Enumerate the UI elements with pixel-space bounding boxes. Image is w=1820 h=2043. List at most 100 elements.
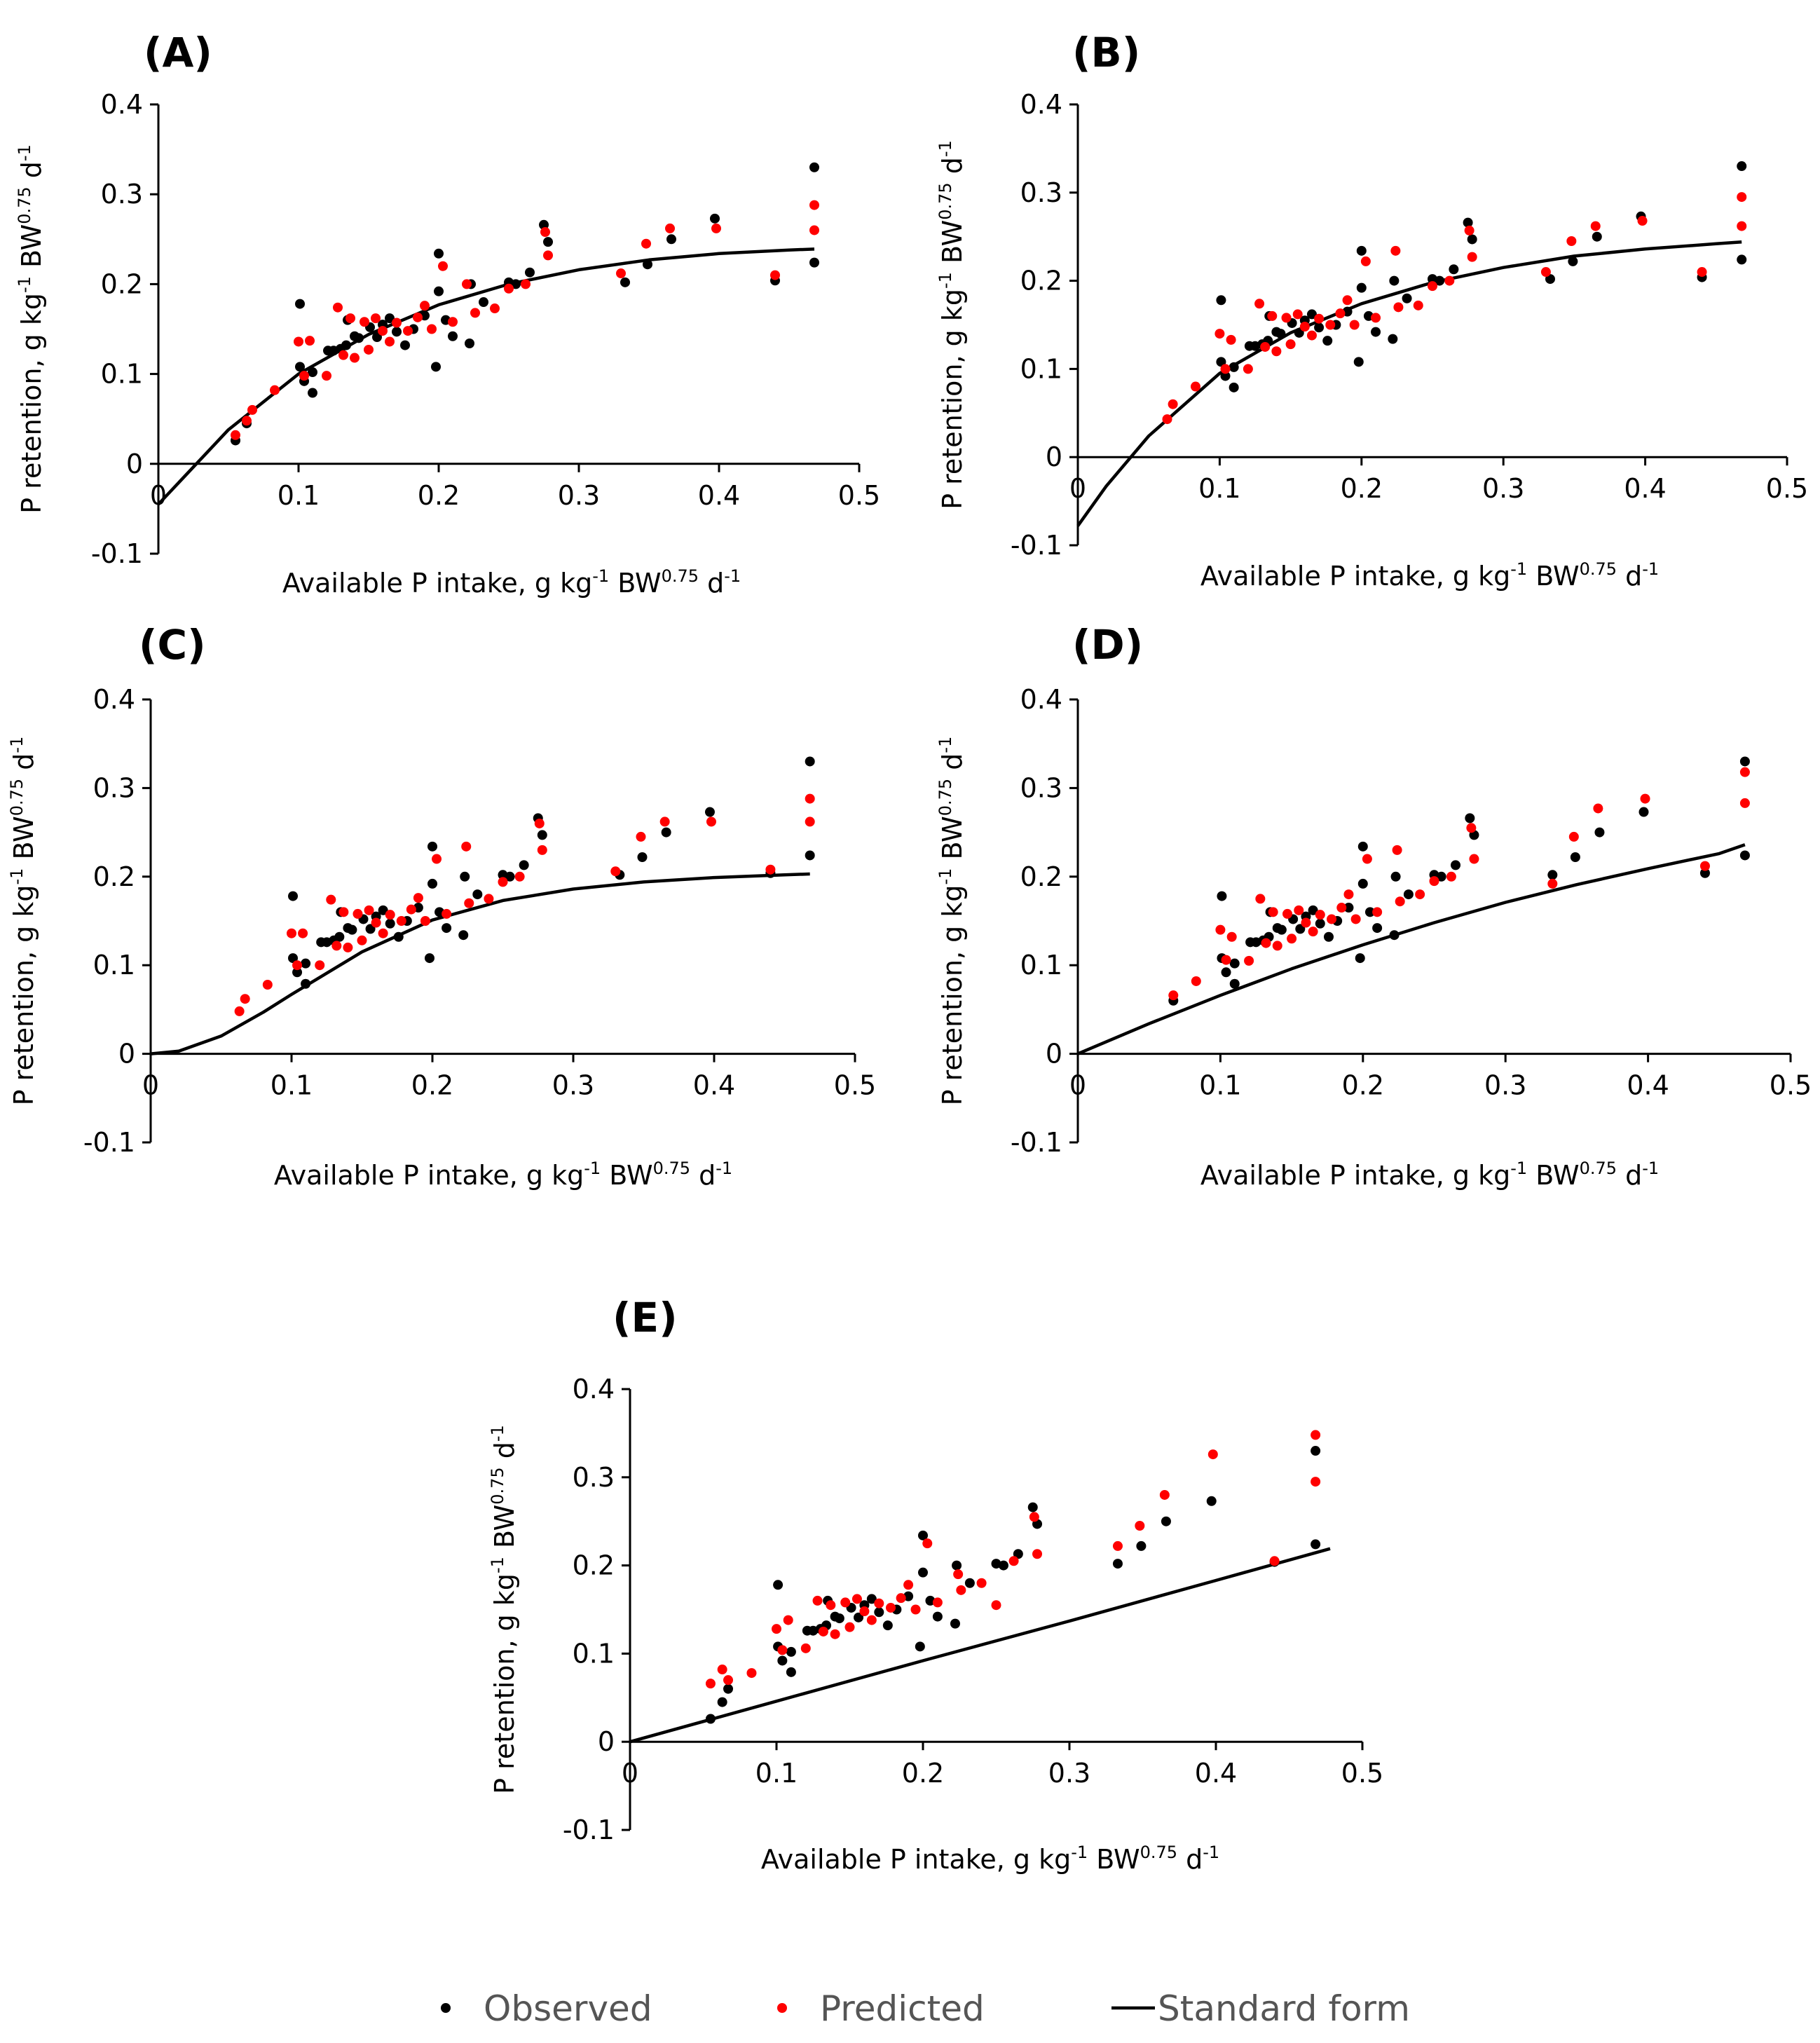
predicted-point [1360,256,1371,266]
observed-point [952,1560,962,1571]
y-tick-label: 0.1 [93,950,135,980]
observed-point [378,905,388,915]
observed-point [786,1646,796,1657]
predicted-point [1342,295,1353,306]
y-tick-label: 0.3 [93,772,135,803]
y-tick-label: 0.2 [1020,266,1062,296]
observed-point [666,234,676,245]
predicted-point [1739,798,1750,808]
predicted-point [1314,313,1325,324]
predicted-point [1008,1556,1019,1566]
predicted-point [490,303,500,314]
predicted-point [1254,299,1265,309]
observed-point [1161,1516,1171,1526]
observed-point [1357,878,1368,889]
predicted-point [1464,225,1475,235]
predicted-point [1429,876,1439,887]
x-tick-label: 0.3 [1482,473,1524,504]
predicted-point [1469,854,1479,864]
predicted-point [442,908,452,919]
x-tick-label: 0.5 [1766,473,1808,504]
observed-point [1435,275,1445,286]
predicted-point [1446,871,1456,882]
observed-point [1463,217,1473,228]
predicted-point [616,268,626,279]
predicted-point [903,1580,914,1590]
y-tick-label: 0.4 [573,1374,615,1405]
y-tick-label: 0.2 [1020,861,1062,892]
predicted-point [1415,889,1425,900]
x-tick-label: 0 [150,480,167,511]
predicted-point [1390,245,1401,256]
observed-point [998,1560,1008,1571]
observed-point [525,267,535,278]
observed-point [1306,309,1317,320]
predicted-point [403,326,413,336]
predicted-point [805,816,815,827]
predicted-point [432,854,442,864]
x-axis-title: Available P intake, g kg-1 BW0.75 d-1 [282,566,741,599]
predicted-point [1226,931,1237,942]
predicted-point [1308,927,1318,937]
predicted-point [1371,313,1381,323]
predicted-point [800,1643,811,1653]
predicted-point [783,1615,793,1625]
predicted-point [1640,793,1650,804]
y-tick-label: -0.1 [1011,530,1062,561]
predicted-point [270,385,280,395]
predicted-point [1739,767,1750,777]
y-tick-label: 0.3 [1020,177,1062,208]
predicted-point [665,223,675,233]
x-tick-label: 0.4 [1624,473,1666,504]
observed-point [1311,1446,1321,1456]
predicted-point [534,818,545,828]
predicted-point [1287,934,1297,944]
x-axis-title: Available P intake, g kg-1 BW0.75 d-1 [1200,1159,1659,1191]
predicted-point [812,1595,823,1606]
predicted-point [521,279,531,289]
observed-point [918,1530,928,1540]
predicted-point [1637,216,1648,226]
observed-point [479,297,488,308]
predicted-point [333,302,343,313]
observed-point [427,878,437,889]
y-axis-title: P retention, g kg-1 BW0.75 d-1 [488,1425,520,1794]
observed-point [723,1683,734,1694]
observed-point [295,362,305,372]
y-tick-label: 0 [1046,442,1062,472]
y-tick-label: 0.1 [1020,950,1062,980]
observed-point [882,1620,893,1631]
y-tick-label: 0.2 [93,861,135,892]
predicted-point [636,831,646,842]
observed-point [866,1594,877,1604]
observed-point [834,1613,844,1624]
x-tick-label: 0.4 [698,480,740,511]
observed-point [1294,327,1304,338]
predicted-point [247,404,257,415]
observed-point [1276,924,1287,935]
predicted-point [287,928,296,938]
predicted-point [392,317,402,328]
predicted-point [385,910,395,920]
x-tick-label: 0.5 [834,1070,876,1101]
predicted-point [1215,924,1226,935]
observed-point [354,333,364,343]
observed-point [661,827,671,838]
x-tick-label: 0 [1069,1070,1086,1101]
observed-point [1372,923,1383,934]
observed-point [950,1618,960,1629]
predicted-point [305,336,315,346]
predicted-point [484,894,494,904]
y-tick-label: 0 [1046,1039,1062,1070]
x-tick-label: 0.5 [838,480,880,511]
x-tick-label: 0.5 [1770,1070,1812,1101]
observed-point [1638,807,1649,817]
observed-point [1216,357,1226,367]
observed-point [1436,871,1446,882]
observed-point [424,953,435,964]
predicted-point [826,1600,836,1611]
panel-label: (C) [139,621,206,669]
predicted-point [659,816,670,827]
predicted-point [464,898,474,908]
predicted-point [717,1665,727,1675]
